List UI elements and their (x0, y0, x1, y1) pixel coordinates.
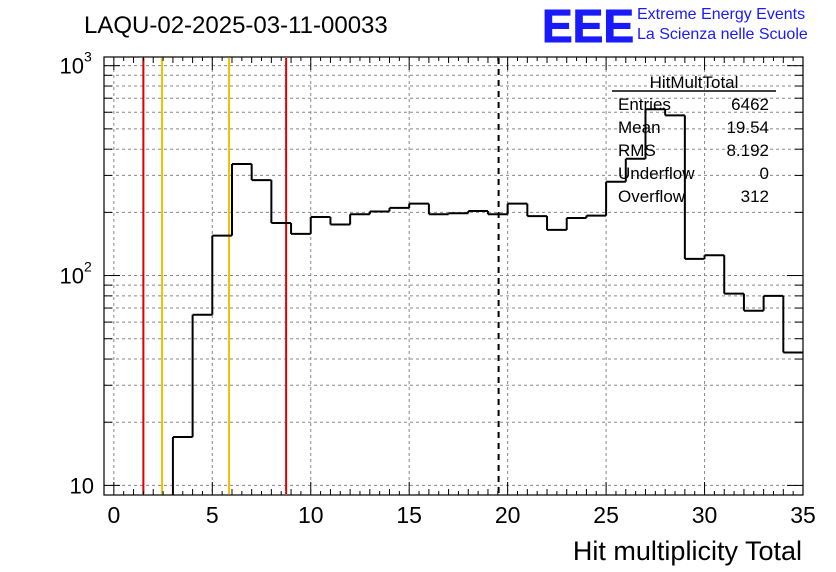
x-tick-label: 15 (396, 502, 422, 528)
y-tick-label: 10 (60, 264, 84, 289)
axis-ticks (103, 57, 804, 496)
stats-label-overflow: Overflow (618, 187, 686, 206)
run-title: LAQU-02-2025-03-11-00033 (84, 12, 388, 39)
y-tick-exponent: 2 (84, 259, 92, 275)
stats-value-entries: 6462 (731, 95, 769, 114)
grid-layer (104, 57, 804, 496)
stats-label-mean: Mean (618, 118, 661, 137)
y-tick-label: 10 (70, 473, 94, 498)
stats-value-rms: 8.192 (726, 141, 769, 160)
y-tick-label: 10 (60, 54, 84, 79)
x-axis-label: Hit multiplicity Total (573, 536, 802, 566)
x-tick-label: 5 (206, 502, 219, 528)
y-tick-exponent: 3 (84, 49, 92, 65)
x-tick-label: 30 (692, 502, 718, 528)
project-name-line2: La Scienza nelle Scuole (637, 26, 808, 43)
stats-label-rms: RMS (618, 141, 656, 160)
marker-lines (142, 58, 500, 494)
stats-box: HitMultTotal Entries 6462 Mean 19.54 RMS… (612, 73, 776, 206)
stats-value-underflow: 0 (760, 164, 769, 183)
x-tick-label: 20 (495, 502, 521, 528)
stats-label-underflow: Underflow (618, 164, 695, 183)
eee-logo: EEE (542, 0, 634, 52)
stats-value-mean: 19.54 (726, 118, 769, 137)
histogram-bins (171, 108, 803, 495)
x-tick-label: 0 (107, 502, 120, 528)
project-name-line1: Extreme Energy Events (637, 6, 805, 23)
stats-value-overflow: 312 (741, 187, 769, 206)
stats-label-entries: Entries (618, 95, 671, 114)
stats-title: HitMultTotal (650, 73, 739, 92)
x-tick-label: 10 (298, 502, 324, 528)
x-tick-label: 35 (790, 502, 816, 528)
x-tick-label: 25 (593, 502, 619, 528)
